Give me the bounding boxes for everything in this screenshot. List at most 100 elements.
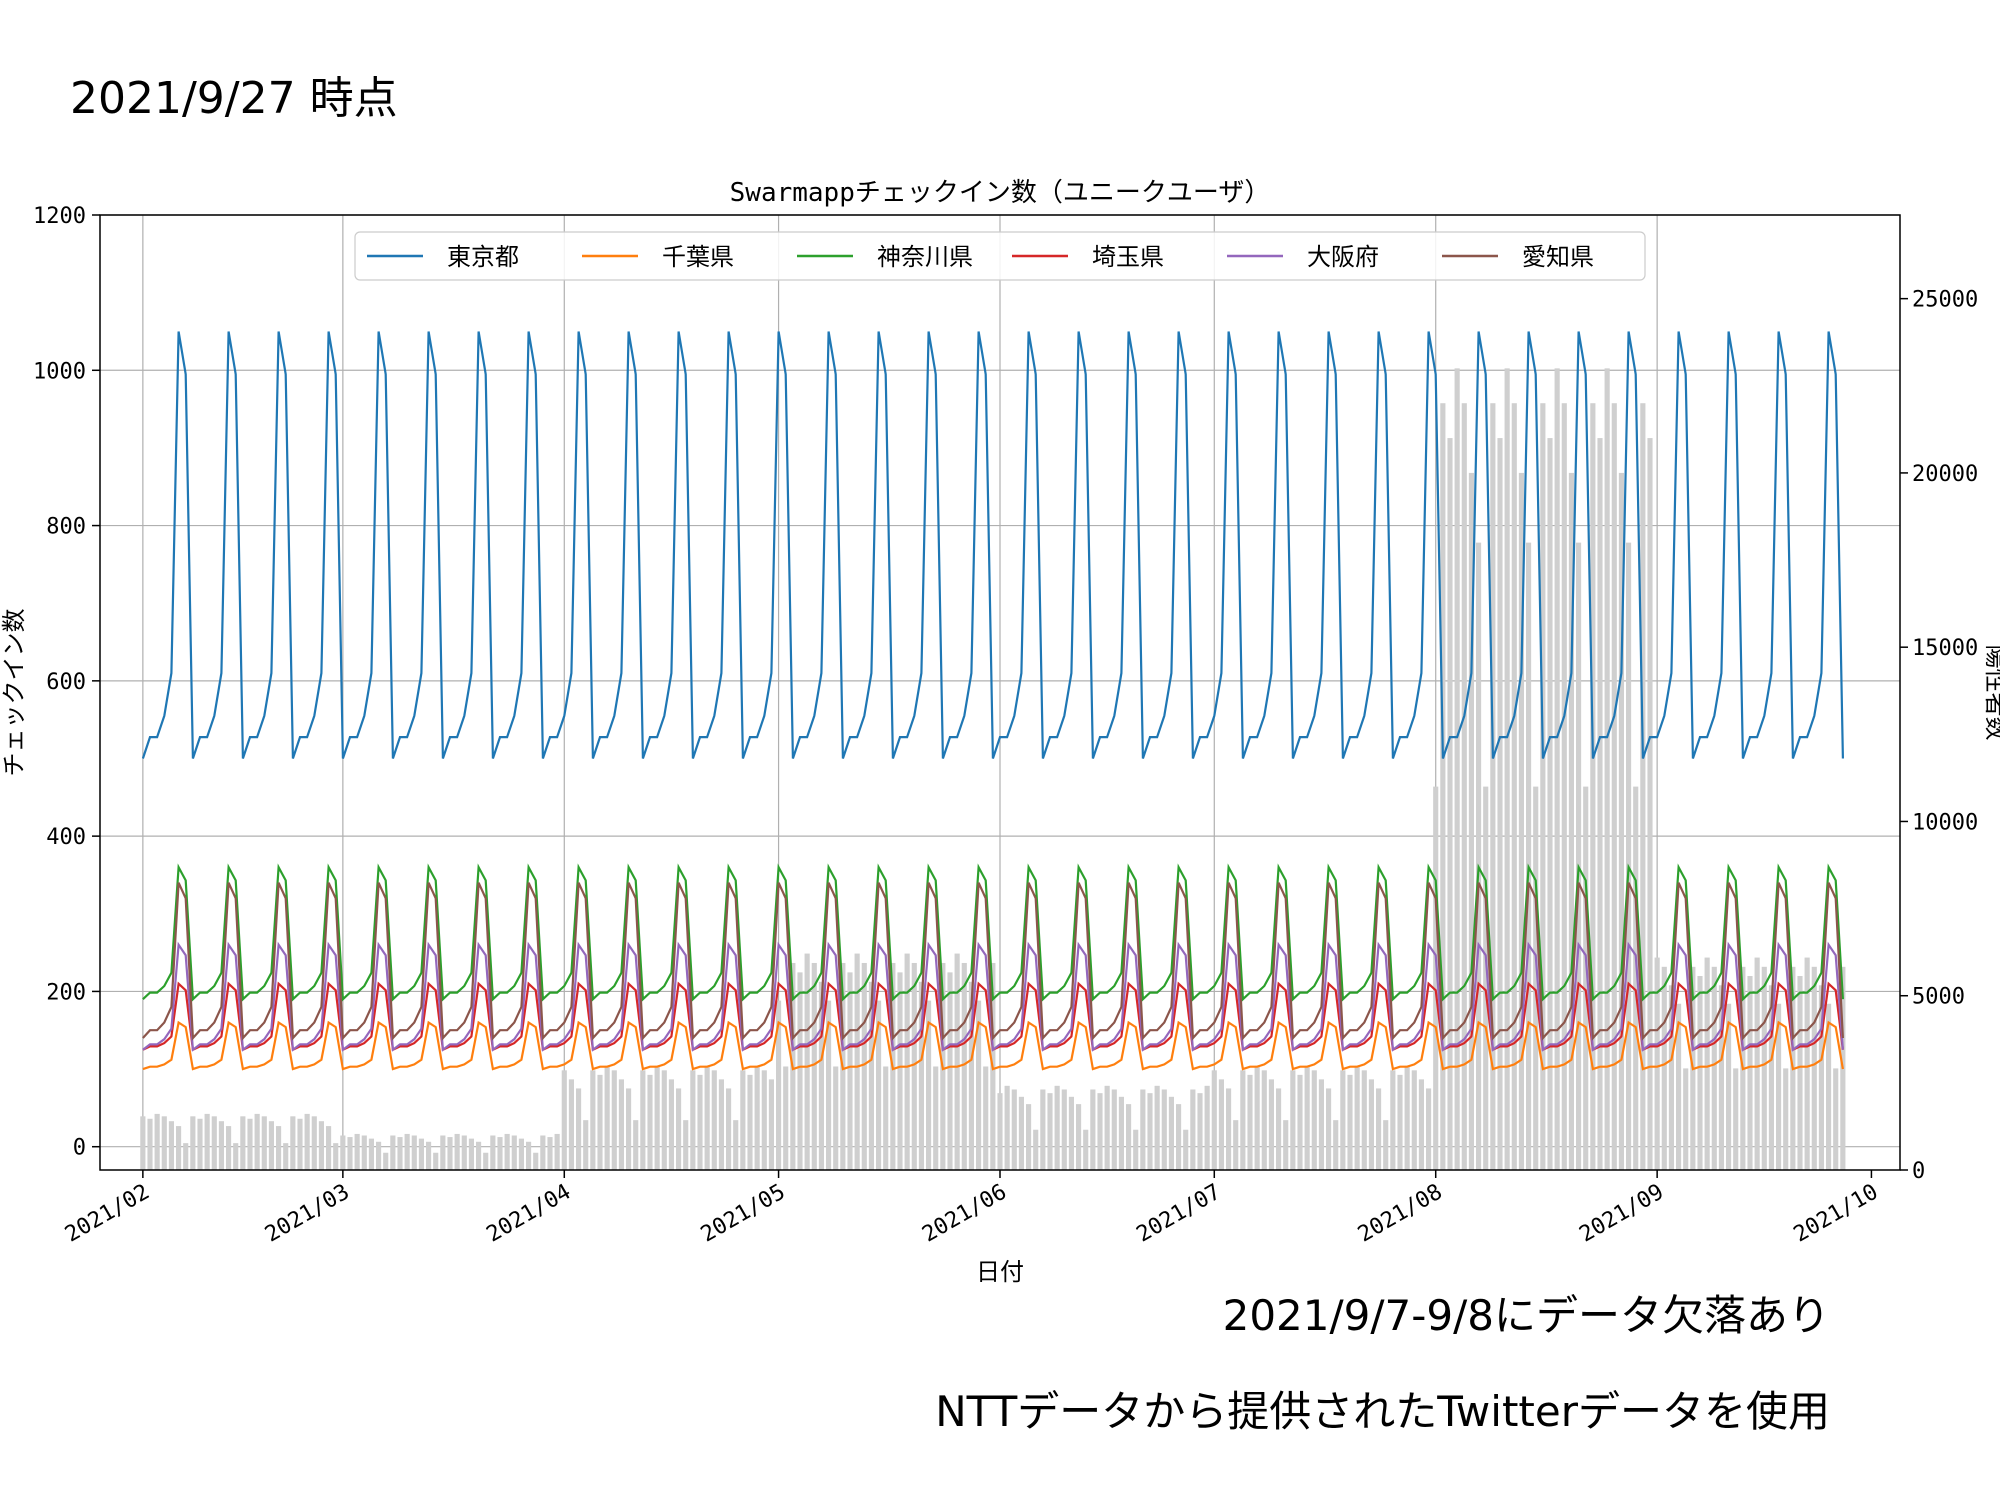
bar bbox=[1726, 1003, 1732, 1170]
bar bbox=[1176, 1104, 1182, 1170]
bar bbox=[1090, 1089, 1096, 1170]
legend-label: 千葉県 bbox=[662, 243, 734, 271]
bar bbox=[1011, 1089, 1017, 1170]
series-line-大阪府 bbox=[142, 941, 1844, 1052]
x-tick-label: 2021/02 bbox=[61, 1180, 154, 1248]
bar bbox=[1483, 786, 1489, 1170]
bar bbox=[476, 1141, 482, 1170]
bar bbox=[1190, 1089, 1196, 1170]
bar bbox=[368, 1138, 374, 1170]
bar bbox=[826, 1000, 832, 1170]
bar bbox=[254, 1113, 260, 1170]
bar bbox=[718, 1079, 724, 1170]
bar bbox=[397, 1137, 403, 1170]
bar bbox=[1826, 1003, 1832, 1170]
bar bbox=[168, 1121, 174, 1170]
bar bbox=[576, 1088, 582, 1170]
bar bbox=[183, 1143, 189, 1170]
bar bbox=[1183, 1129, 1189, 1170]
bar bbox=[1447, 438, 1453, 1171]
bar bbox=[1683, 1068, 1689, 1170]
bar bbox=[1776, 1003, 1782, 1170]
bar bbox=[1561, 403, 1567, 1170]
bar bbox=[1797, 976, 1803, 1170]
legend-label: 神奈川県 bbox=[877, 243, 973, 271]
bar bbox=[1547, 438, 1553, 1171]
bar bbox=[290, 1116, 296, 1170]
bar bbox=[347, 1137, 353, 1170]
bar bbox=[1076, 1104, 1082, 1170]
bar bbox=[1311, 1070, 1317, 1170]
bar bbox=[1718, 985, 1724, 1170]
bar bbox=[761, 1070, 767, 1170]
bar bbox=[961, 962, 967, 1170]
bar bbox=[1504, 368, 1510, 1170]
data-source-note: NTTデータから提供されたTwitterデータを使用 bbox=[935, 1387, 1830, 1436]
bar bbox=[604, 1065, 610, 1170]
x-tick-label: 2021/07 bbox=[1132, 1180, 1225, 1248]
bar bbox=[590, 1070, 596, 1170]
bar bbox=[240, 1116, 246, 1170]
y2-tick-label: 10000 bbox=[1912, 810, 1978, 835]
bar bbox=[1633, 786, 1639, 1170]
bar bbox=[1611, 403, 1617, 1170]
legend-label: 愛知県 bbox=[1522, 243, 1594, 271]
bar bbox=[340, 1135, 346, 1170]
bar bbox=[1818, 985, 1824, 1170]
bar bbox=[276, 1126, 282, 1170]
bar bbox=[626, 1088, 632, 1170]
bar bbox=[1111, 1089, 1117, 1170]
bar bbox=[1568, 472, 1574, 1171]
bar bbox=[1433, 786, 1439, 1170]
bar bbox=[1540, 403, 1546, 1170]
bar bbox=[540, 1135, 546, 1170]
y2-axis-label: 陽性者数 bbox=[1982, 645, 2000, 741]
bar bbox=[583, 1120, 589, 1170]
bar bbox=[768, 1079, 774, 1170]
bar bbox=[1454, 368, 1460, 1170]
bar bbox=[376, 1141, 382, 1170]
bar bbox=[897, 972, 903, 1170]
slide-title: 2021/9/27 時点 bbox=[70, 73, 398, 124]
bar bbox=[1604, 368, 1610, 1170]
bar bbox=[333, 1143, 339, 1170]
bar bbox=[568, 1079, 574, 1170]
bar bbox=[1068, 1096, 1074, 1170]
bar bbox=[1368, 1079, 1374, 1170]
bar bbox=[1004, 1085, 1010, 1170]
bar bbox=[1676, 1003, 1682, 1170]
bar bbox=[283, 1143, 289, 1170]
chart-title: Swarmappチェックイン数（ユニークユーザ） bbox=[730, 178, 1271, 208]
x-tick-label: 2021/04 bbox=[482, 1180, 575, 1248]
bar bbox=[1583, 786, 1589, 1170]
bar bbox=[1304, 1065, 1310, 1170]
bar bbox=[1661, 966, 1667, 1170]
bar bbox=[726, 1088, 732, 1170]
bar bbox=[868, 981, 874, 1170]
bar bbox=[1833, 1068, 1839, 1170]
bar bbox=[1461, 403, 1467, 1170]
bar bbox=[318, 1121, 324, 1170]
y2-tick-label: 25000 bbox=[1912, 288, 1978, 313]
x-tick-label: 2021/10 bbox=[1790, 1180, 1883, 1248]
bar bbox=[1476, 542, 1482, 1170]
bar bbox=[711, 1070, 717, 1170]
x-tick-label: 2021/06 bbox=[918, 1180, 1011, 1248]
bar bbox=[1276, 1088, 1282, 1170]
bar bbox=[797, 972, 803, 1170]
bar bbox=[1347, 1074, 1353, 1170]
y2-tick-label: 0 bbox=[1912, 1159, 1925, 1184]
bar bbox=[647, 1074, 653, 1170]
bar bbox=[833, 1066, 839, 1170]
bar bbox=[690, 1070, 696, 1170]
bar bbox=[247, 1118, 253, 1170]
y-tick-label: 400 bbox=[46, 825, 86, 850]
bar bbox=[147, 1118, 153, 1170]
bar bbox=[426, 1141, 432, 1170]
bar bbox=[190, 1116, 196, 1170]
bar bbox=[440, 1135, 446, 1170]
bar bbox=[433, 1152, 439, 1170]
bar bbox=[1626, 542, 1632, 1170]
bar bbox=[818, 981, 824, 1170]
